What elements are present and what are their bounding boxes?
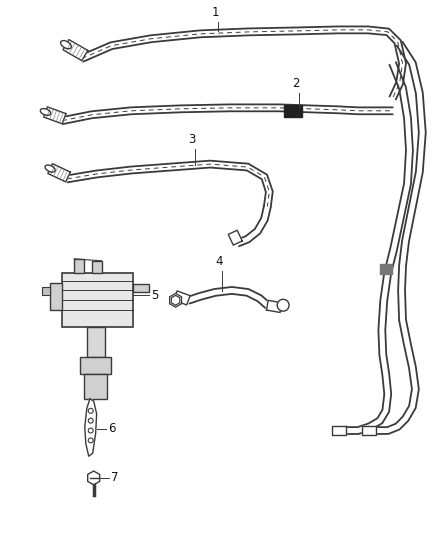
Circle shape bbox=[88, 438, 93, 443]
Bar bbox=[380, 264, 392, 273]
Bar bbox=[80, 357, 111, 374]
Polygon shape bbox=[362, 426, 376, 435]
Polygon shape bbox=[44, 107, 66, 124]
Text: 3: 3 bbox=[189, 133, 196, 147]
Circle shape bbox=[88, 418, 93, 423]
Bar bbox=[284, 105, 302, 117]
Text: 2: 2 bbox=[292, 77, 300, 90]
Polygon shape bbox=[228, 230, 242, 245]
Circle shape bbox=[88, 428, 93, 433]
Polygon shape bbox=[85, 399, 97, 456]
Polygon shape bbox=[63, 39, 88, 61]
Text: 6: 6 bbox=[109, 422, 116, 435]
Text: 7: 7 bbox=[111, 471, 119, 484]
Ellipse shape bbox=[40, 109, 51, 115]
Bar bbox=[92, 261, 102, 273]
Circle shape bbox=[88, 408, 93, 413]
Ellipse shape bbox=[45, 165, 55, 172]
Polygon shape bbox=[48, 164, 71, 182]
Polygon shape bbox=[332, 426, 346, 435]
Bar bbox=[50, 282, 62, 310]
Text: 5: 5 bbox=[151, 289, 158, 302]
Text: 1: 1 bbox=[211, 6, 219, 19]
Polygon shape bbox=[174, 291, 190, 305]
Bar bbox=[62, 273, 133, 327]
Bar bbox=[133, 285, 149, 293]
Circle shape bbox=[277, 300, 289, 311]
Polygon shape bbox=[266, 301, 282, 312]
Bar bbox=[87, 327, 105, 357]
Bar bbox=[42, 287, 50, 295]
Ellipse shape bbox=[60, 41, 71, 49]
Text: 4: 4 bbox=[215, 255, 223, 268]
Bar bbox=[84, 374, 107, 399]
Bar bbox=[74, 259, 84, 273]
